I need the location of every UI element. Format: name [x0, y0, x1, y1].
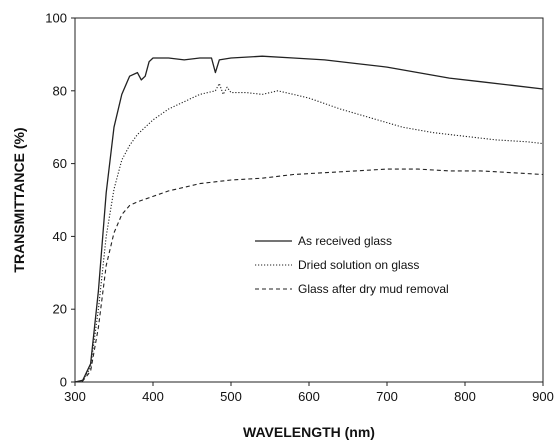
x-tick-label: 500	[220, 389, 242, 404]
axes: 300 400 500 600 700 800 900 0 20 40 60 80 100	[45, 11, 554, 405]
legend-label-3: Glass after dry mud removal	[298, 282, 449, 296]
legend: As received glass Dried solution on glass…	[255, 234, 449, 296]
legend-label-1: As received glass	[298, 234, 392, 248]
x-tick-label: 900	[532, 389, 554, 404]
y-tick-label: 60	[53, 156, 67, 171]
y-tick-label: 100	[45, 11, 67, 26]
x-tick-label: 400	[142, 389, 164, 404]
y-tick-label: 20	[53, 302, 67, 317]
legend-label-2: Dried solution on glass	[298, 258, 419, 272]
x-axis-title: WAVELENGTH (nm)	[243, 424, 375, 440]
series-line-3	[74, 168, 544, 383]
x-tick-label: 600	[298, 389, 320, 404]
y-tick-label: 40	[53, 229, 67, 244]
series-layer	[74, 55, 544, 383]
y-tick-label: 0	[60, 375, 67, 390]
series-line-2	[74, 82, 544, 383]
series-line-1	[74, 55, 544, 383]
y-axis-title: TRANSMITTANCE (%)	[11, 127, 27, 272]
y-tick-label: 80	[53, 83, 67, 98]
x-tick-label: 700	[376, 389, 398, 404]
x-tick-label: 800	[454, 389, 476, 404]
x-tick-label: 300	[64, 389, 86, 404]
